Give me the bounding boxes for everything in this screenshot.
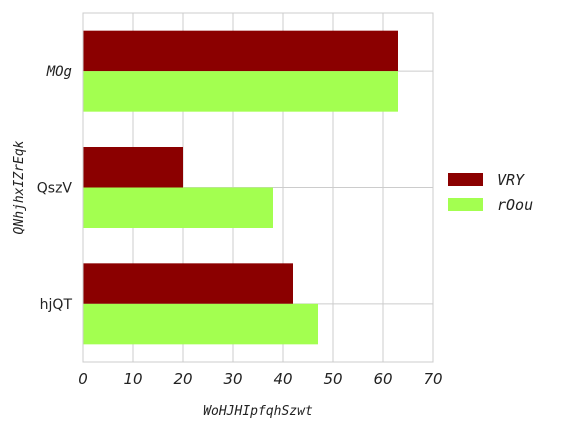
y-tick-label: hjQT	[40, 297, 73, 313]
legend-swatch-rOou	[448, 198, 483, 211]
x-tick-label: 0	[78, 370, 88, 388]
y-tick-label: QszV	[37, 181, 73, 197]
x-tick-labels: 0 10 20 30 40 50 60 70	[78, 370, 442, 388]
x-axis-label: WoHJHIpfqhSzwt	[203, 404, 313, 419]
legend-label: rOou	[497, 196, 533, 214]
y-tick-label: MOg	[46, 64, 72, 80]
bar-VRY-hjQT	[83, 263, 293, 304]
x-tick-label: 60	[373, 370, 392, 388]
legend-swatch-VRY	[448, 173, 483, 186]
legend: VRY rOou	[448, 171, 533, 214]
x-tick-label: 40	[273, 370, 292, 388]
x-tick-label: 10	[123, 370, 142, 388]
bars	[83, 30, 398, 345]
bar-rOou-QszV	[83, 187, 273, 228]
bar-VRY-QszV	[83, 147, 183, 188]
bar-VRY-MOg	[83, 30, 398, 72]
legend-label: VRY	[497, 171, 525, 189]
x-tick-label: 50	[323, 370, 342, 388]
x-tick-label: 30	[223, 370, 242, 388]
plot-frame	[82, 12, 434, 363]
y-axis-label: QNhjhxIZrEqk	[12, 140, 27, 234]
y-tick-labels: MOg QszV hjQT	[37, 64, 73, 313]
x-tick-label: 70	[423, 370, 442, 388]
bar-rOou-MOg	[83, 71, 398, 112]
x-tick-label: 20	[173, 370, 192, 388]
bar-rOou-hjQT	[83, 303, 318, 345]
